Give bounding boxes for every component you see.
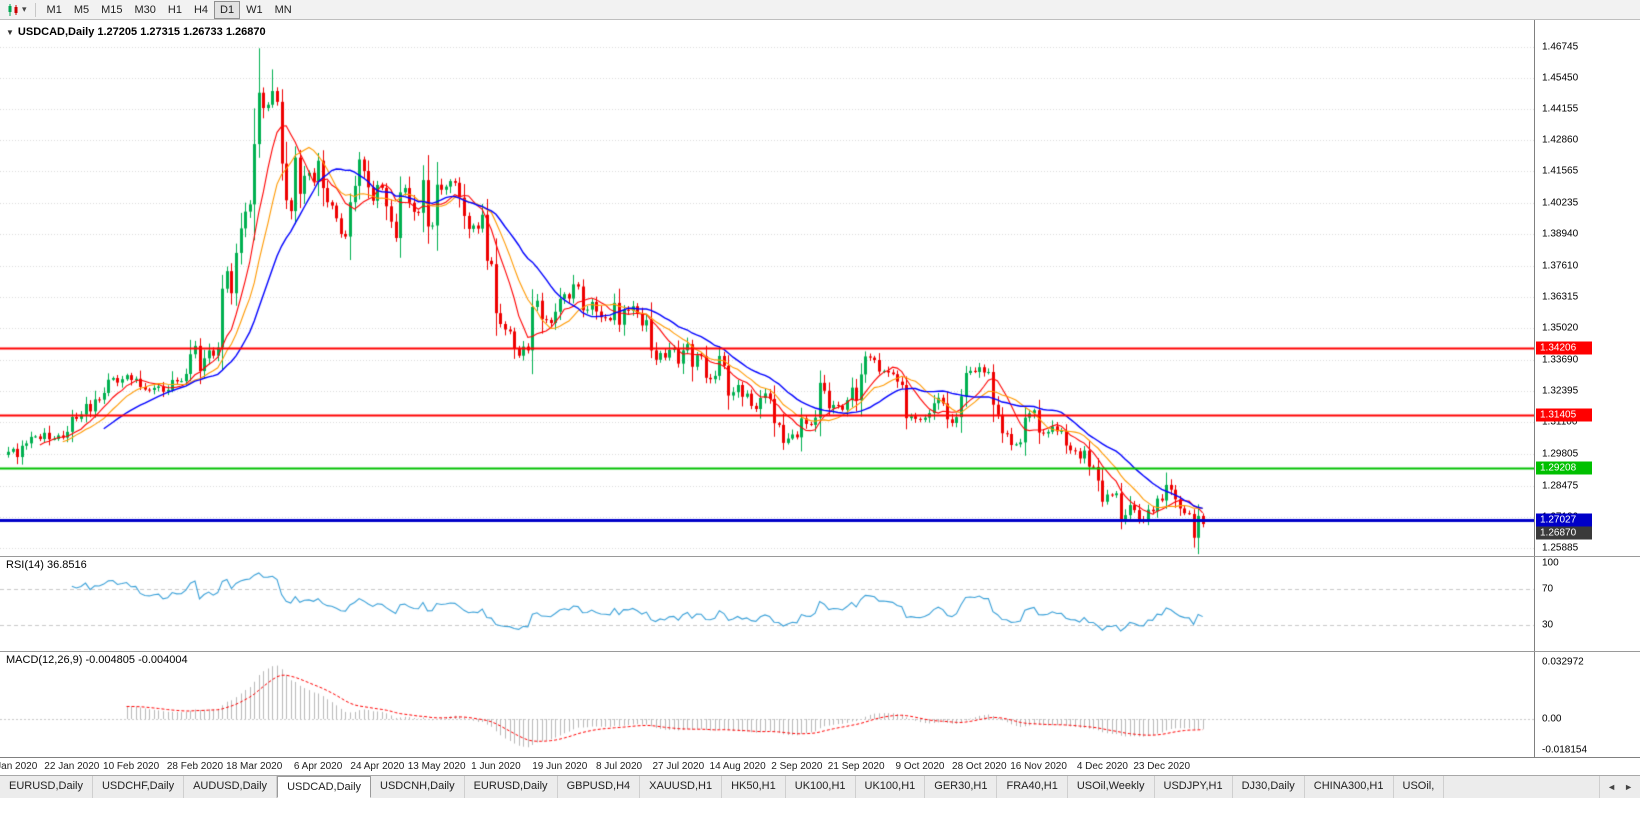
symbol-ohlc-text: USDCAD,Daily 1.27205 1.27315 1.26733 1.2… (17, 26, 266, 38)
macd-axis-label: -0.018154 (1542, 744, 1588, 756)
timeframe-button-m30[interactable]: M30 (134, 3, 156, 16)
price-chart-canvas[interactable] (0, 0, 1534, 757)
tab-eurusd-daily[interactable]: EURUSD,Daily (465, 776, 558, 798)
price-axis-label: 1.41565 (1542, 165, 1579, 177)
chart-tab-bar: EURUSD,Daily USDCHF,Daily AUDUSD,Daily USDC… (0, 775, 1640, 798)
price-axis-label: 1.32395 (1542, 385, 1579, 397)
date-axis-label: 24 Apr 2020 (350, 761, 405, 772)
tab-xauusd-h1[interactable]: XAUUSD,H1 (640, 776, 723, 798)
date-axis-label: 27 Jul 2020 (652, 761, 705, 772)
timeframe-toolbar: ▾ M1 M5 M15 M30 H1 H4 D1 W1 MN (0, 0, 1640, 20)
date-axis-label: 2 Sep 2020 (771, 761, 823, 772)
candlestick-chart-icon[interactable] (4, 2, 22, 18)
date-axis-label: 16 Nov 2020 (1010, 761, 1067, 772)
price-axis-label: 1.44155 (1542, 103, 1579, 115)
date-axis-label: 6 Apr 2020 (293, 761, 343, 772)
timeframe-button-m1[interactable]: M1 (46, 3, 62, 16)
chevron-down-icon[interactable]: ▾ (22, 4, 27, 14)
tab-usdcad-daily[interactable]: USDCAD,Daily (277, 776, 372, 798)
macd-axis-label: 0.00 (1542, 713, 1562, 725)
price-axis-label: 1.42860 (1542, 134, 1579, 146)
current-price-tag: 1.26870 (1536, 526, 1592, 540)
date-axis-label: 1 Jun 2020 (471, 761, 521, 772)
macd-indicator-label: MACD(12,26,9) -0.004805 -0.004004 (6, 654, 188, 666)
price-axis-label: 1.46745 (1542, 41, 1579, 53)
date-axis-label: 28 Feb 2020 (166, 761, 224, 772)
price-axis-label: 1.37610 (1542, 260, 1579, 272)
hline-price-tag: 1.31405 (1536, 408, 1592, 422)
date-axis-label: 18 Mar 2020 (226, 761, 283, 772)
tabs-scroll-left-icon[interactable]: ◄ (1607, 782, 1617, 792)
price-axis-label: 1.31100 (1542, 416, 1578, 428)
tab-fra40-h1[interactable]: FRA40,H1 (997, 776, 1068, 798)
price-axis-label: 1.45450 (1542, 72, 1579, 84)
date-axis-label: 28 Oct 2020 (952, 761, 1007, 772)
tab-hk50-h1[interactable]: HK50,H1 (722, 776, 786, 798)
price-axis-label: 1.35020 (1542, 322, 1579, 334)
tab-uk100-h1[interactable]: UK100,H1 (786, 776, 856, 798)
chart-symbol-label: ▼ USDCAD,Daily 1.27205 1.27315 1.26733 1… (6, 26, 266, 38)
tab-usdcnh-daily[interactable]: USDCNH,Daily (371, 776, 465, 798)
date-axis-label: 22 Jan 2020 (44, 761, 100, 772)
toolbar-separator (34, 2, 36, 17)
tab-usoil-[interactable]: USOil, (1394, 776, 1445, 798)
price-axis-label: 1.29805 (1542, 448, 1579, 460)
tab-gbpusd-h4[interactable]: GBPUSD,H4 (558, 776, 641, 798)
tab-nav: ◄ ► (1599, 776, 1640, 798)
date-axis-label: 3 Jan 2020 (0, 761, 38, 772)
date-axis-label: 19 Jun 2020 (532, 761, 588, 772)
timeframe-bar: M1 M5 M15 M30 H1 H4 D1 W1 MN (41, 0, 298, 19)
tab-eurusd-daily[interactable]: EURUSD,Daily (0, 776, 93, 798)
rsi-axis-label: 30 (1542, 619, 1554, 631)
tab-usdchf-daily[interactable]: USDCHF,Daily (93, 776, 185, 798)
price-axis-label: 1.28475 (1542, 480, 1579, 492)
hline-price-tag: 1.27027 (1536, 513, 1592, 527)
chart-tabs: EURUSD,Daily USDCHF,Daily AUDUSD,Daily USDC… (0, 776, 1599, 798)
tab-uk100-h1[interactable]: UK100,H1 (856, 776, 926, 798)
tab-china300-h1[interactable]: CHINA300,H1 (1305, 776, 1394, 798)
timeframe-button-mn[interactable]: MN (274, 3, 292, 16)
price-axis[interactable]: 1.46745 1.45450 1.44155 1.42860 1.41565 1.402… (1534, 0, 1640, 757)
tab-audusd-daily[interactable]: AUDUSD,Daily (184, 776, 278, 798)
tab-ger30-h1[interactable]: GER30,H1 (925, 776, 998, 798)
hline-price-tag: 1.34206 (1536, 341, 1592, 355)
price-axis-label: 1.36315 (1542, 291, 1579, 303)
timeframe-button-h1[interactable]: H1 (167, 3, 182, 16)
pane-separator-macd[interactable] (0, 651, 1640, 652)
timeframe-button-w1[interactable]: W1 (246, 3, 263, 16)
price-axis-label: 1.40235 (1542, 197, 1579, 209)
timeframe-button-h4[interactable]: H4 (193, 3, 209, 16)
date-axis-label: 10 Feb 2020 (103, 761, 160, 772)
hline-price-tag: 1.29208 (1536, 461, 1592, 475)
tab-usdjpy-h1[interactable]: USDJPY,H1 (1155, 776, 1233, 798)
tabs-scroll-right-icon[interactable]: ► (1624, 782, 1633, 792)
timeframe-button-m15[interactable]: M15 (101, 3, 123, 16)
date-axis-label: 14 Aug 2020 (709, 761, 766, 772)
macd-axis-label: 0.032972 (1542, 656, 1584, 668)
status-bar (0, 798, 1640, 834)
tab-usoil-weekly[interactable]: USOil,Weekly (1068, 776, 1155, 798)
price-axis-label: 1.38940 (1542, 228, 1579, 240)
date-axis-label: 9 Oct 2020 (895, 761, 945, 772)
date-axis-label: 21 Sep 2020 (827, 761, 885, 772)
price-axis-label: 1.25885 (1542, 542, 1579, 554)
rsi-indicator-label: RSI(14) 36.8516 (6, 559, 87, 571)
dropdown-triangle-icon[interactable]: ▼ (6, 27, 14, 37)
date-axis-label: 4 Dec 2020 (1076, 761, 1128, 772)
tab-dj30-daily[interactable]: DJ30,Daily (1233, 776, 1305, 798)
timeframe-button-d1[interactable]: D1 (214, 0, 241, 19)
price-axis-label: 1.33690 (1542, 354, 1579, 366)
date-axis-label: 8 Jul 2020 (595, 761, 643, 772)
pane-separator-rsi[interactable] (0, 556, 1640, 557)
timeframe-button-m5[interactable]: M5 (73, 3, 90, 16)
rsi-axis-label: 100 (1542, 557, 1559, 569)
date-axis-label: 13 May 2020 (407, 761, 466, 772)
date-axis-label: 23 Dec 2020 (1133, 761, 1191, 772)
rsi-axis-label: 70 (1542, 583, 1554, 595)
